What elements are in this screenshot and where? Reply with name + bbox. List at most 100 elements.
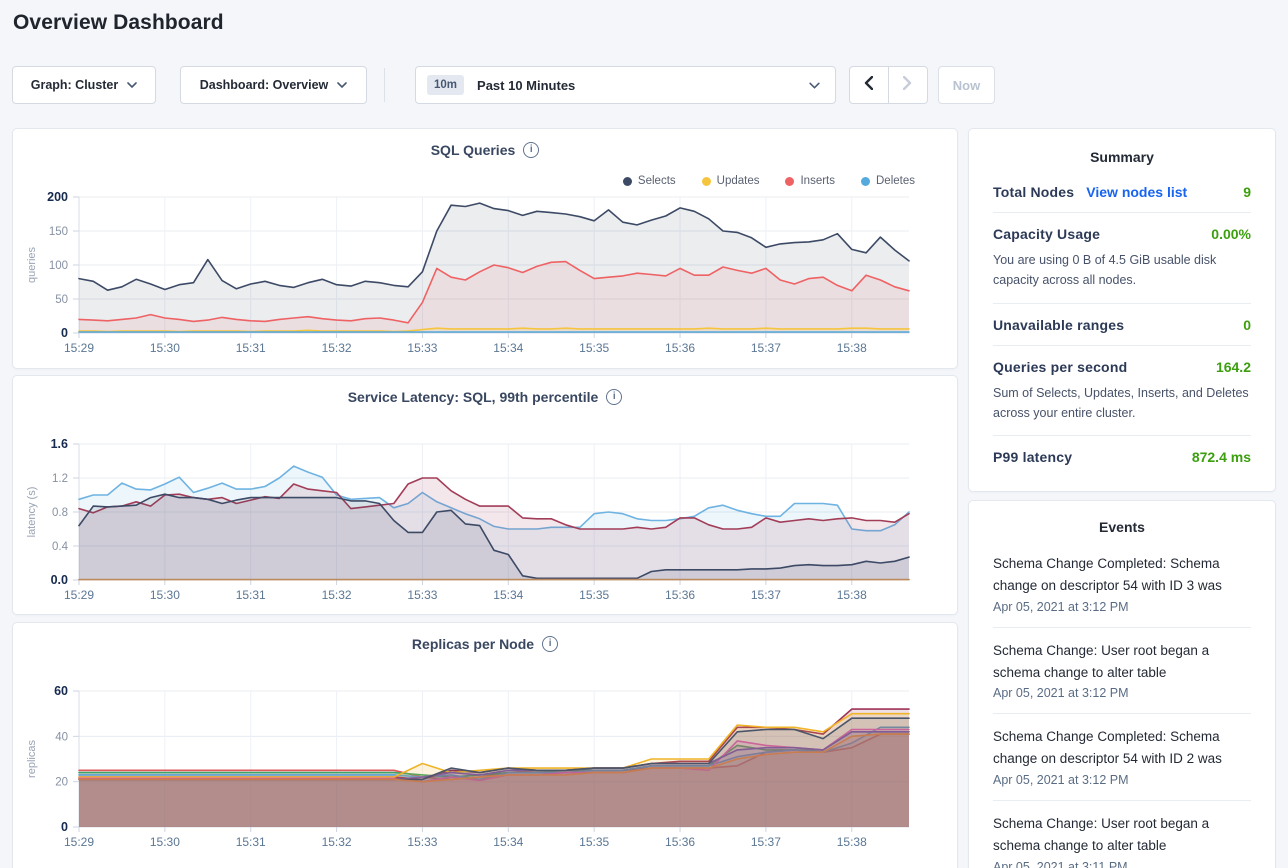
legend-dot [861, 176, 870, 186]
svg-text:15:36: 15:36 [665, 588, 695, 602]
time-range-picker[interactable]: 10m Past 10 Minutes [415, 66, 836, 104]
capacity-usage-value: 0.00% [1211, 226, 1251, 242]
event-message: Schema Change: User root began a schema … [993, 816, 1210, 854]
legend-item-inserts: Inserts [785, 175, 835, 187]
chart-title: Replicas per Node [411, 636, 535, 652]
svg-text:15:30: 15:30 [150, 588, 180, 602]
graph-dropdown-label: Graph: Cluster [30, 78, 119, 92]
svg-text:100: 100 [49, 260, 68, 272]
graph-dropdown[interactable]: Graph: Cluster [12, 66, 156, 104]
svg-text:15:38: 15:38 [837, 588, 867, 602]
sql-queries-chart-card: 0 50 100 150 200 15:29 15:30 15:31 15:32 15:33 15:… [12, 128, 958, 369]
time-back-button[interactable] [850, 67, 889, 103]
svg-text:0: 0 [61, 326, 68, 340]
svg-text:15:35: 15:35 [579, 588, 609, 602]
info-icon[interactable]: i [523, 142, 540, 158]
events-panel: Events Schema Change Completed: Schema c… [968, 500, 1276, 868]
event-message: Schema Change: User root began a schema … [993, 642, 1210, 680]
svg-text:1.6: 1.6 [51, 437, 68, 451]
svg-text:15:30: 15:30 [150, 835, 180, 849]
total-nodes-label: Total Nodes [993, 184, 1075, 200]
unavailable-ranges-value: 0 [1243, 316, 1251, 333]
summary-panel: Summary Total Nodes View nodes list 9 Ca… [968, 128, 1276, 492]
events-title: Events [1099, 519, 1145, 535]
svg-text:15:34: 15:34 [493, 835, 523, 849]
time-range-label: Past 10 Minutes [477, 77, 576, 93]
chevron-down-icon [127, 82, 138, 88]
time-range-badge: 10m [427, 75, 465, 95]
info-icon[interactable]: i [606, 389, 623, 405]
svg-text:15:36: 15:36 [665, 835, 695, 849]
svg-text:15:33: 15:33 [407, 835, 437, 849]
svg-text:replicas: replicas [26, 740, 38, 778]
summary-row-p99-latency: P99 latency 872.4 ms [993, 436, 1251, 477]
legend-item-selects: Selects [622, 175, 676, 187]
replicas-per-node-chart: 0 20 40 60 15:29 15:30 15:31 15:32 15:33 15:34 15:… [26, 684, 910, 849]
sql-queries-chart: 0 50 100 150 200 15:29 15:30 15:31 15:32 15:33 15:… [26, 190, 910, 355]
svg-text:15:35: 15:35 [579, 835, 609, 849]
svg-text:15:31: 15:31 [236, 588, 266, 602]
queries-per-second-label: Queries per second [993, 358, 1128, 375]
svg-text:15:37: 15:37 [751, 341, 781, 355]
svg-text:latency (s): latency (s) [26, 487, 38, 538]
dashboard-dropdown[interactable]: Dashboard: Overview [180, 66, 367, 104]
info-icon[interactable]: i [542, 636, 559, 652]
page-title: Overview Dashboard [13, 11, 224, 34]
chart-legend: Selects Updates Inserts Deletes [622, 175, 915, 187]
svg-text:queries: queries [26, 246, 38, 283]
event-item[interactable]: Schema Change: User root began a schema … [993, 628, 1251, 715]
event-timestamp: Apr 05, 2021 at 3:12 PM [993, 686, 1129, 701]
svg-text:15:36: 15:36 [665, 341, 695, 355]
svg-text:15:33: 15:33 [407, 341, 437, 355]
event-item[interactable]: Schema Change Completed: Schema change o… [993, 541, 1251, 628]
svg-text:1.2: 1.2 [52, 473, 68, 485]
queries-per-second-value: 164.2 [1215, 358, 1251, 375]
svg-text:15:32: 15:32 [322, 588, 352, 602]
chevron-down-icon [809, 82, 820, 89]
view-nodes-list-link[interactable]: View nodes list [1086, 184, 1188, 200]
svg-text:15:37: 15:37 [751, 835, 781, 849]
summary-row-capacity-usage: Capacity Usage 0.00% You are using 0 B o… [993, 213, 1251, 304]
replicas-per-node-chart-card: 0 20 40 60 15:29 15:30 15:31 15:32 15:33 15:34 15:… [12, 622, 958, 868]
svg-text:15:33: 15:33 [407, 588, 437, 602]
chevron-right-icon [903, 75, 912, 95]
toolbar-divider [384, 68, 385, 102]
time-step-buttons [849, 66, 928, 104]
svg-text:15:29: 15:29 [64, 588, 94, 602]
event-timestamp: Apr 05, 2021 at 3:12 PM [993, 773, 1129, 788]
svg-text:15:34: 15:34 [493, 588, 523, 602]
summary-row-queries-per-second: Queries per second 164.2 Sum of Selects,… [993, 346, 1251, 436]
event-message: Schema Change Completed: Schema change o… [993, 729, 1222, 767]
svg-text:15:37: 15:37 [751, 588, 781, 602]
svg-text:15:31: 15:31 [236, 341, 266, 355]
legend-item-deletes: Deletes [861, 175, 915, 187]
event-item[interactable]: Schema Change: User root began a schema … [993, 801, 1251, 868]
event-timestamp: Apr 05, 2021 at 3:12 PM [993, 599, 1129, 614]
svg-text:0.0: 0.0 [51, 573, 68, 587]
chevron-left-icon [864, 75, 874, 95]
now-button[interactable]: Now [938, 66, 995, 104]
svg-text:15:35: 15:35 [579, 341, 609, 355]
capacity-usage-label: Capacity Usage [993, 226, 1101, 242]
event-timestamp: Apr 05, 2021 at 3:11 PM [993, 859, 1128, 868]
svg-text:15:29: 15:29 [64, 835, 94, 849]
svg-text:20: 20 [55, 777, 68, 789]
svg-text:15:38: 15:38 [837, 341, 867, 355]
svg-text:150: 150 [49, 226, 68, 238]
svg-text:15:29: 15:29 [64, 341, 94, 355]
p99-latency-label: P99 latency [993, 449, 1073, 465]
event-item[interactable]: Schema Change Completed: Schema change o… [993, 714, 1251, 802]
chevron-down-icon [337, 82, 348, 88]
svg-text:60: 60 [54, 684, 68, 698]
time-forward-button[interactable] [889, 67, 928, 103]
svg-text:15:38: 15:38 [837, 835, 867, 849]
svg-text:15:32: 15:32 [322, 835, 352, 849]
svg-text:15:31: 15:31 [236, 835, 266, 849]
summary-title: Summary [1090, 149, 1154, 165]
svg-text:0.4: 0.4 [52, 541, 69, 553]
svg-text:40: 40 [55, 731, 68, 743]
capacity-usage-desc: You are using 0 B of 4.5 GiB usable disk… [993, 253, 1217, 288]
toolbar: Graph: Cluster Dashboard: Overview 10m P… [0, 66, 1288, 104]
svg-text:0: 0 [61, 820, 68, 834]
p99-latency-value: 872.4 ms [1191, 449, 1251, 465]
